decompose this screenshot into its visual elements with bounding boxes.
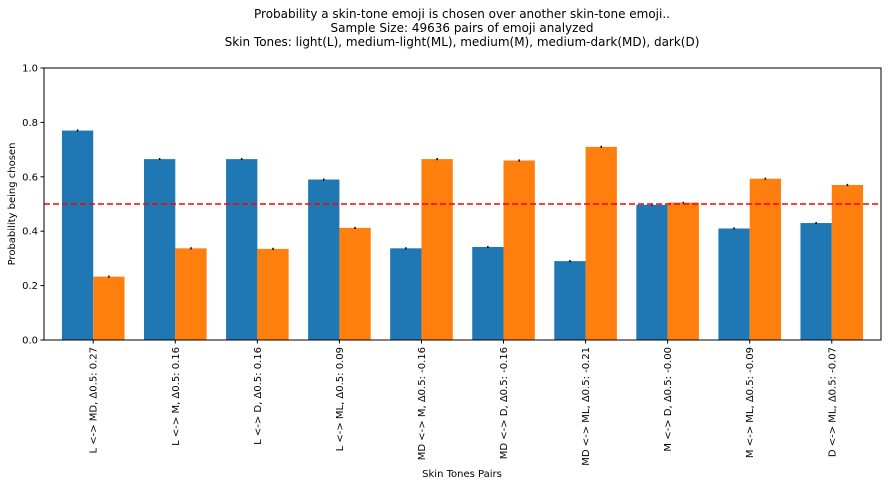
x-tick-label-4: L <-> ML, Δ0.5: 0.09	[335, 347, 346, 451]
x-tick-label-3: L <-> D, Δ0.5: 0.16	[253, 347, 264, 445]
y-tick-label-2: 0.2	[22, 281, 38, 292]
chart-title-line-2: Sample Size: 49636 pairs of emoji analyz…	[331, 21, 594, 35]
x-tick-label-5: MD <-> M, Δ0.5: -0.16	[417, 347, 428, 460]
y-tick-label-6: 1.0	[22, 64, 38, 75]
x-axis-label: Skin Tones Pairs	[422, 469, 502, 480]
bar-series-2-3	[257, 248, 289, 340]
bar-series-1-5	[390, 248, 422, 340]
chart-title-line-3: Skin Tones: light(L), medium-light(ML), …	[225, 35, 700, 49]
y-tick-label-1: 0.0	[22, 336, 38, 347]
bar-series-2-6	[503, 160, 535, 340]
bar-series-2-10	[831, 184, 864, 340]
bar-series-1-6	[472, 246, 504, 340]
bar-series-1-2	[143, 159, 176, 340]
bar-series-2-1	[93, 276, 125, 340]
bar-series-1-1	[61, 130, 94, 340]
plot-area: 0.0 0.2 0.4 0.6 0.8 1.0 L <-> MD, Δ0.5: 0.27 L …	[22, 64, 882, 466]
bar-series-2-5	[421, 159, 453, 340]
x-tick-label-8: M <-> D, Δ0.5: -0.00	[663, 347, 674, 452]
x-tick-label-7: MD <-> ML, Δ0.5: -0.21	[581, 347, 592, 466]
x-tick-label-2: L <-> M, Δ0.5: 0.16	[171, 347, 182, 446]
x-tick-label-9: M <-> ML, Δ0.5: -0.09	[745, 347, 756, 458]
bar-series-1-10	[800, 223, 832, 340]
bar-series-2-9	[749, 178, 782, 340]
bar-series-2-7	[585, 146, 617, 340]
bar-series-1-4	[308, 179, 340, 340]
y-tick-label-5: 0.8	[22, 118, 38, 129]
y-axis-label: Probability being chosen	[7, 143, 18, 266]
x-tick-label-1: L <-> MD, Δ0.5: 0.27	[89, 347, 100, 454]
bar-series-1-7	[554, 261, 586, 340]
bar-series-1-3	[226, 159, 258, 340]
bar-series-2-8	[667, 202, 699, 340]
bar-series-1-8	[636, 204, 668, 340]
y-tick-label-4: 0.6	[22, 172, 38, 183]
y-tick-label-3: 0.4	[22, 227, 38, 238]
axes-frame	[43, 67, 882, 341]
bar-series-2-4	[339, 227, 371, 340]
bar-series-2-2	[175, 248, 207, 340]
x-tick-label-6: MD <-> D, Δ0.5: -0.16	[499, 347, 510, 459]
bar-series-1-9	[718, 228, 750, 340]
x-tick-label-10: D <-> ML, Δ0.5: -0.07	[827, 347, 838, 457]
chart-title-line-1: Probability a skin-tone emoji is chosen …	[254, 7, 670, 21]
